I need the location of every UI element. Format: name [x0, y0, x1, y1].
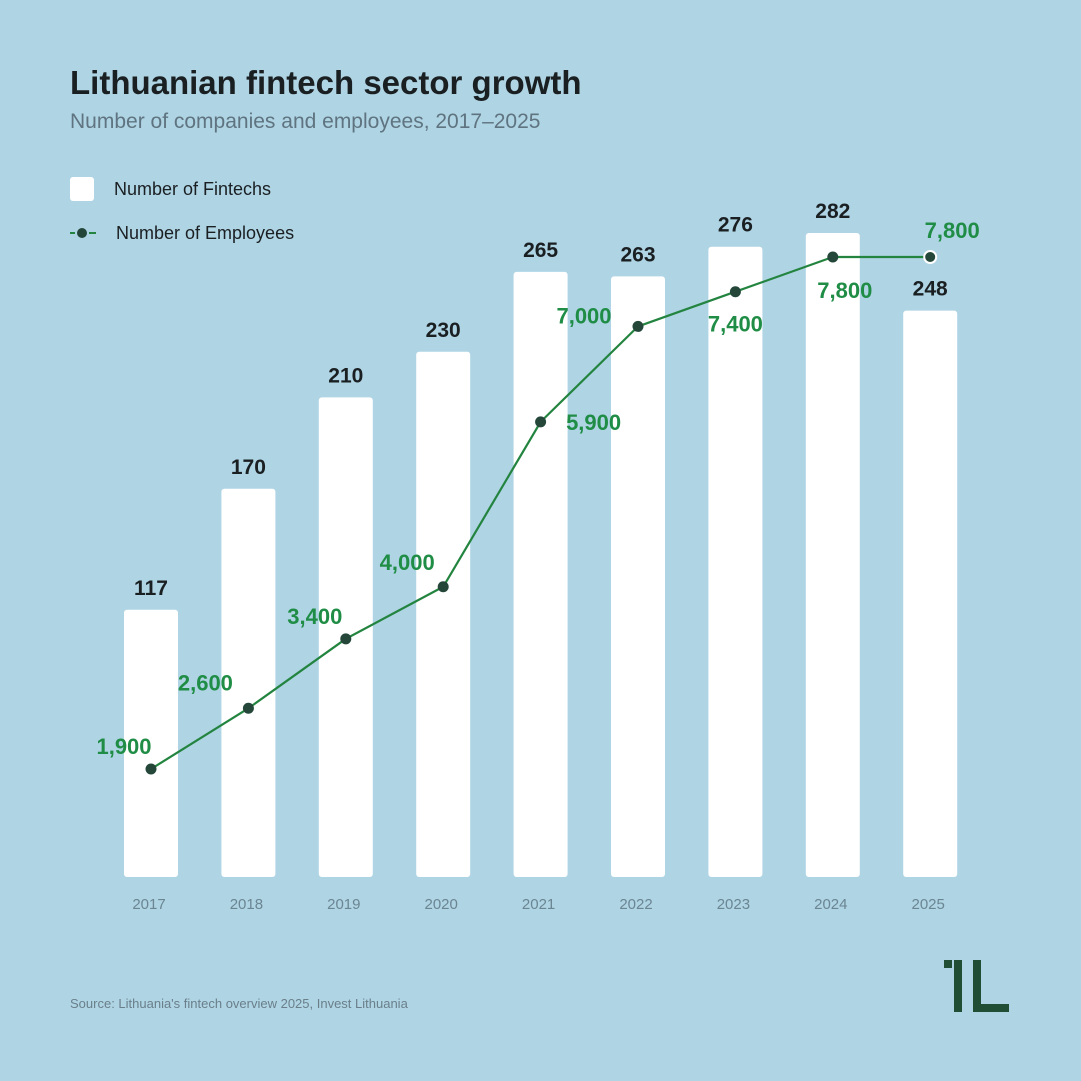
employees-value-label-2025: 7,800 [925, 218, 980, 243]
x-tick-label-2025: 2025 [912, 896, 945, 913]
bar-2017 [124, 609, 178, 877]
employees-value-label-2018: 2,600 [178, 670, 233, 695]
legend-line-marker-icon [70, 228, 96, 238]
x-tick-label-2022: 2022 [619, 896, 652, 913]
employees-point-2024 [827, 251, 839, 263]
chart-title: Lithuanian fintech sector growth [70, 64, 582, 101]
employees-point-2018 [242, 702, 254, 714]
employees-value-label-2022: 7,000 [556, 303, 611, 328]
bar-2022 [611, 276, 665, 877]
bar-value-label-2025: 248 [913, 278, 948, 301]
bar-value-label-2020: 230 [426, 319, 461, 342]
legend-bar-swatch [70, 177, 94, 201]
bar-value-label-2019: 210 [328, 364, 363, 387]
bar-2018 [221, 488, 276, 877]
employees-point-2019 [340, 633, 352, 645]
x-tick-label-2024: 2024 [814, 896, 847, 913]
employees-value-label-2020: 4,000 [380, 550, 435, 575]
employees-point-2022 [632, 320, 644, 332]
bar-value-label-2018: 170 [231, 456, 266, 479]
employees-value-label-2019: 3,400 [287, 604, 342, 629]
chart-subtitle: Number of companies and employees, 2017–… [70, 110, 541, 133]
bar-value-label-2023: 276 [718, 214, 753, 237]
bar-2024 [805, 233, 860, 877]
employees-point-2021 [535, 416, 547, 428]
legend-item-employees: Number of Employees [70, 220, 294, 246]
x-tick-label-2023: 2023 [717, 896, 750, 913]
employees-point-2020 [437, 581, 449, 593]
employees-point-2023 [729, 286, 741, 298]
employees-value-label-2021: 5,900 [566, 410, 621, 435]
employees-point-2025 [923, 250, 938, 264]
employees-value-label-2023: 7,400 [708, 312, 763, 337]
legend-item-fintechs: Number of Fintechs [70, 176, 271, 202]
bar-value-label-2022: 263 [620, 243, 655, 266]
bar-value-label-2017: 117 [134, 577, 168, 600]
x-tick-label-2019: 2019 [327, 896, 360, 913]
bar-value-label-2024: 282 [815, 200, 850, 223]
invest-lithuania-logo-icon [944, 960, 1009, 1012]
bar-2023 [708, 246, 763, 877]
labels-layer: 117 2017 170 2018 210 2019 230 2020 265 2021 263 20… [96, 200, 979, 913]
bar-2025 [903, 310, 958, 877]
employees-point-2017 [145, 763, 157, 775]
legend-label-employees: Number of Employees [116, 222, 295, 243]
legend-label-fintechs: Number of Fintechs [114, 178, 272, 199]
x-tick-label-2018: 2018 [230, 896, 263, 913]
employees-value-label-2024: 7,800 [817, 278, 872, 303]
bar-2020 [416, 351, 471, 877]
line-layer [145, 250, 938, 775]
employees-value-label-2017: 1,900 [96, 734, 151, 759]
bar-2021 [513, 271, 568, 877]
bars-layer [124, 233, 958, 877]
source-note: Source: Lithuania's fintech overview 202… [70, 996, 408, 1011]
bar-value-label-2021: 265 [523, 239, 558, 262]
x-tick-label-2020: 2020 [425, 896, 458, 913]
x-tick-label-2017: 2017 [132, 896, 165, 913]
x-tick-label-2021: 2021 [522, 896, 555, 913]
